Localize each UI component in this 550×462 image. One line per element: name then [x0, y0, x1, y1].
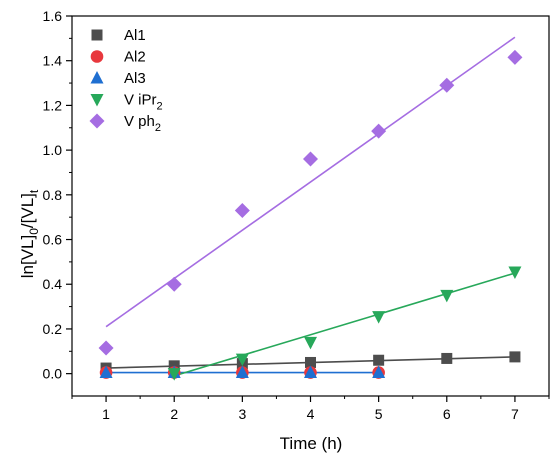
data-point: [372, 365, 386, 379]
data-point: [509, 351, 521, 363]
y-tick-label: 0.2: [43, 321, 63, 337]
data-point: [372, 311, 386, 324]
legend-label: Al2: [124, 49, 146, 66]
x-tick-label: 1: [102, 406, 110, 422]
data-point: [507, 49, 523, 65]
y-tick-label: 1.4: [43, 53, 63, 69]
legend-marker: [89, 113, 105, 129]
data-point: [305, 356, 316, 368]
data-point: [166, 276, 182, 292]
data-point: [439, 77, 455, 93]
data-point: [99, 365, 113, 379]
series-al3: [99, 365, 386, 379]
data-point: [441, 352, 453, 364]
data-point: [304, 365, 317, 379]
legend-marker: [90, 71, 104, 84]
data-point: [371, 123, 387, 139]
data-point: [303, 151, 318, 167]
x-tick-label: 2: [170, 406, 178, 422]
legend-label: V ph2: [124, 113, 161, 134]
data-point: [167, 368, 181, 381]
y-tick-label: 0.0: [43, 366, 63, 382]
x-tick-label: 7: [511, 406, 519, 422]
x-tick-label: 6: [443, 406, 451, 422]
data-point: [508, 266, 522, 279]
y-tick-label: 0.6: [43, 232, 63, 248]
legend-label: V iPr2: [124, 92, 163, 113]
data-point: [373, 354, 385, 366]
data-point: [440, 289, 454, 303]
legend-label: Al3: [124, 70, 146, 87]
x-tick-label: 4: [307, 406, 315, 422]
fit-line-v-ph: [105, 36, 516, 328]
data-points: [98, 49, 523, 381]
fit-lines: [105, 36, 516, 377]
x-tick-label: 5: [375, 406, 383, 422]
y-axis-title: ln[VL]0/[VL]t: [18, 189, 41, 278]
y-tick-label: 1.6: [43, 8, 63, 24]
data-point: [304, 336, 317, 350]
legend-marker: [90, 94, 104, 107]
series-v-ph: [98, 49, 523, 356]
fit-line-v-ipr: [173, 272, 516, 377]
legend-marker: [90, 50, 104, 63]
legend-label: Al1: [124, 27, 146, 44]
x-axis-title: Time (h): [280, 434, 343, 453]
data-point: [98, 340, 114, 356]
y-tick-label: 1.2: [43, 97, 63, 113]
x-tick-label: 3: [238, 406, 246, 422]
axes: 1 2 3 4 5 6 7 0.0 0.2 0.4 0.6 0.8 1.0 1.2 1.4 1.6: [43, 8, 550, 422]
data-point: [235, 353, 249, 367]
series-v-ipr: [167, 266, 522, 381]
legend-marker: [91, 29, 103, 41]
data-point: [235, 365, 249, 379]
data-point: [234, 202, 250, 218]
y-tick-label: 0.4: [43, 276, 63, 292]
y-tick-label: 0.8: [43, 187, 63, 203]
y-tick-label: 1.0: [43, 142, 63, 158]
